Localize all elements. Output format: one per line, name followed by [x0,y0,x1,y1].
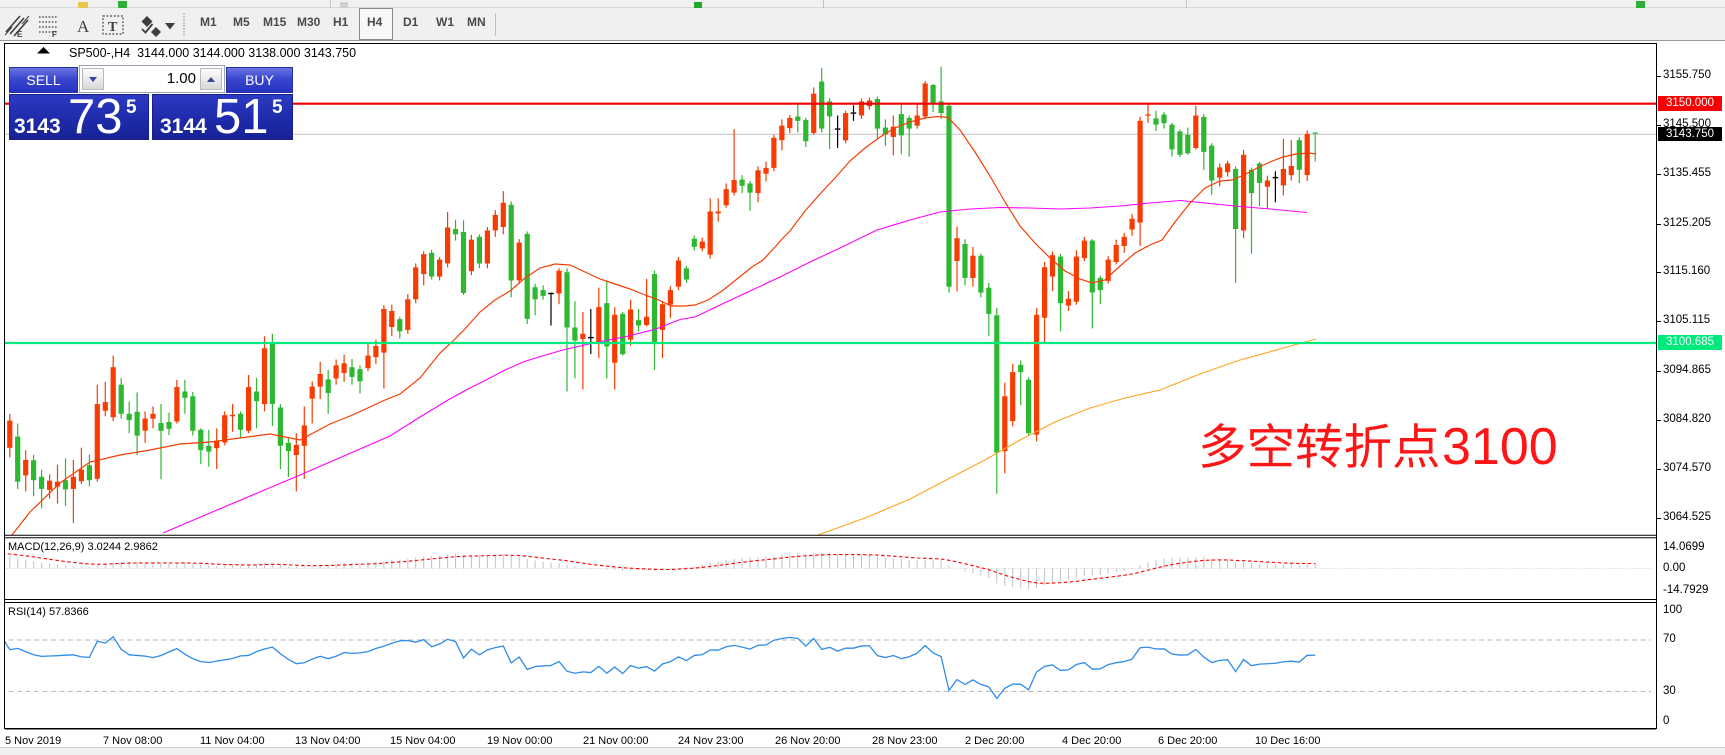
svg-text:T: T [108,20,118,35]
svg-text:3100: 3100 [1442,418,1558,476]
svg-text:A: A [77,17,90,36]
svg-text:E: E [17,30,23,39]
svg-text:F: F [52,30,57,39]
